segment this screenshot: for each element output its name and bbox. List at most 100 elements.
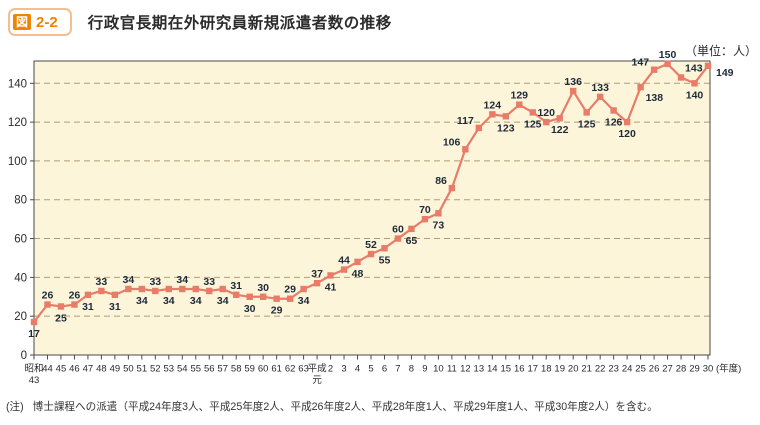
data-point-marker — [125, 285, 132, 293]
data-point-label: 33 — [149, 276, 161, 288]
x-axis-label: 28 — [676, 364, 687, 375]
data-point-marker — [152, 287, 159, 295]
data-point-marker — [543, 118, 550, 126]
data-point-marker — [570, 87, 577, 95]
data-point-label: 34 — [136, 295, 148, 307]
data-point-label: 120 — [618, 128, 636, 140]
data-point-label: 147 — [632, 57, 650, 69]
data-point-label: 60 — [392, 224, 404, 236]
figure-header: 図 2-2 行政官長期在外研究員新規派遣者数の推移 — [8, 8, 392, 36]
x-axis-label: 17 — [527, 364, 538, 375]
data-point-label: 125 — [578, 118, 596, 130]
x-axis-label: 58 — [231, 364, 242, 375]
data-point-label: 126 — [605, 116, 623, 128]
x-axis-label: 56 — [204, 364, 215, 375]
data-point-marker — [340, 266, 348, 273]
x-axis-label: 54 — [177, 364, 188, 375]
x-axis-label: 57 — [217, 364, 228, 375]
figure-title: 行政官長期在外研究員新規派遣者数の推移 — [87, 15, 392, 32]
data-point-marker — [704, 62, 712, 70]
data-point-marker — [529, 109, 536, 116]
data-point-marker — [138, 285, 146, 293]
x-axis-label: 48 — [96, 364, 107, 375]
data-point-label: 41 — [325, 281, 337, 293]
x-axis-label: 11 — [447, 364, 457, 375]
x-axis-label: 19 — [554, 364, 565, 375]
chart-note: (注) 博士課程への派遣（平成24年度3人、平成25年度2人、平成26年度2人、… — [6, 399, 758, 414]
data-point-marker — [165, 285, 172, 293]
data-point-label: 33 — [203, 276, 215, 288]
data-point-marker — [462, 146, 469, 153]
data-point-label: 26 — [69, 290, 81, 302]
data-point-marker — [435, 210, 442, 217]
x-axis-label: 59 — [244, 364, 255, 375]
x-axis-label: 46 — [69, 364, 80, 375]
data-point-label: 136 — [564, 76, 582, 88]
data-point-label: 30 — [244, 303, 256, 315]
data-point-marker — [44, 301, 51, 308]
x-axis-label: 27 — [662, 364, 673, 375]
x-axis-label: 8 — [409, 364, 414, 375]
y-axis-label: 140 — [8, 78, 27, 90]
data-point-marker — [502, 113, 509, 120]
x-axis-label: 18 — [541, 364, 552, 375]
x-axis-label: 7 — [395, 364, 400, 375]
x-axis-label: 平成元 — [308, 363, 328, 387]
data-point-label: 73 — [433, 219, 445, 231]
data-point-marker — [219, 285, 226, 293]
data-point-label: 34 — [190, 295, 202, 307]
data-point-marker — [381, 245, 388, 252]
data-point-label: 86 — [435, 175, 447, 187]
data-point-marker — [664, 60, 671, 68]
data-point-label: 124 — [484, 99, 502, 111]
x-axis-label: 30 — [703, 364, 714, 375]
data-point-marker — [206, 287, 213, 295]
data-point-marker — [583, 109, 590, 116]
data-point-marker — [596, 93, 604, 101]
x-axis-label: 9 — [422, 364, 427, 375]
data-point-marker — [691, 80, 698, 87]
y-axis-label: 60 — [14, 234, 27, 246]
data-point-marker — [179, 285, 186, 293]
data-point-marker — [259, 293, 267, 300]
data-point-label: 34 — [176, 274, 188, 286]
data-point-label: 34 — [123, 274, 135, 286]
x-axis-label: 47 — [83, 364, 94, 375]
data-point-label: 29 — [271, 305, 283, 317]
data-point-label: 31 — [230, 280, 242, 292]
data-point-label: 30 — [257, 282, 269, 294]
data-point-marker — [650, 66, 658, 73]
data-point-label: 129 — [511, 90, 529, 102]
x-axis-label: 22 — [595, 364, 606, 375]
x-axis-label: 20 — [568, 364, 579, 375]
x-axis-label: 45 — [56, 364, 67, 375]
data-point-label: 140 — [686, 89, 704, 101]
unit-label: （単位：人） — [684, 44, 757, 58]
data-point-marker — [516, 101, 523, 108]
data-point-marker — [623, 118, 631, 126]
x-axis-label: 53 — [164, 364, 175, 375]
data-point-label: 44 — [338, 255, 350, 267]
x-axis-label: 62 — [285, 364, 296, 375]
data-point-marker — [313, 279, 321, 287]
data-point-marker — [286, 295, 294, 302]
data-point-marker — [677, 74, 685, 81]
data-point-label: 17 — [28, 328, 40, 340]
data-point-label: 138 — [646, 92, 664, 104]
x-axis-label: 23 — [608, 364, 619, 375]
data-point-label: 55 — [379, 254, 391, 266]
data-point-label: 31 — [82, 301, 94, 313]
y-axis-label: 0 — [21, 350, 27, 362]
data-point-label: 120 — [537, 107, 555, 119]
data-point-label: 52 — [365, 239, 377, 251]
data-point-marker — [637, 83, 644, 91]
data-point-label: 117 — [457, 115, 474, 127]
x-axis-label: 13 — [474, 364, 485, 375]
data-point-label: 149 — [716, 67, 734, 79]
x-axis-label: 50 — [123, 364, 134, 375]
x-axis-label: 24 — [622, 364, 633, 375]
data-point-marker — [556, 115, 563, 122]
data-point-marker — [192, 285, 199, 293]
data-point-label: 122 — [551, 124, 569, 136]
